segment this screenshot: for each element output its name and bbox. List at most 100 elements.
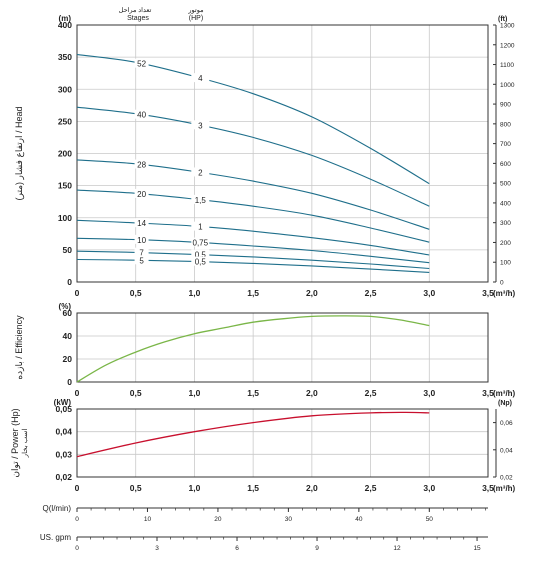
x-tick-label: 3,0: [423, 288, 435, 298]
y-tick-label: 100: [58, 213, 72, 223]
x-axis-unit: (m³/h): [493, 289, 516, 298]
secondary-axis-tick-label: 0: [500, 280, 504, 287]
flow-tick-label: 6: [235, 545, 239, 552]
x-tick-label: 3,5: [482, 483, 494, 493]
power-curve: [76, 411, 430, 458]
flow-tick-label: 50: [426, 516, 434, 523]
secondary-axis-tick-label: 1300: [500, 23, 515, 30]
label-background: [134, 255, 149, 265]
x-tick-label: 1,0: [189, 388, 201, 398]
efficiency-chart-panel: 0 0,5 1,0 1,5 2,0 2,5 3,0 3,5 (m³/h) 0 20 40 60(%) با…: [14, 302, 516, 398]
stage-count-label: 7: [139, 249, 144, 258]
label-background: [134, 188, 149, 198]
flow-scale-label: US. gpm: [40, 533, 71, 542]
flow-tick-label: 15: [473, 545, 481, 552]
x-tick-label: 2,0: [306, 483, 318, 493]
x-tick-label: 3,5: [482, 388, 494, 398]
x-tick-label: 3,0: [423, 388, 435, 398]
y-tick-label: 20: [63, 354, 73, 364]
x-tick-label: 2,0: [306, 288, 318, 298]
secondary-axis-unit: (ft): [498, 16, 507, 23]
stages-header-fa: تعداد مراحل: [119, 6, 152, 14]
stage-count-label: 5: [139, 256, 144, 265]
label-background: [191, 167, 210, 177]
x-tick-label: 2,5: [365, 388, 377, 398]
plot-frame: [76, 24, 489, 283]
x-axis-unit: (m³/h): [493, 484, 516, 493]
flow-tick-label: 10: [144, 516, 152, 523]
y-tick-label: 150: [58, 181, 72, 191]
secondary-axis-unit: (Np): [498, 400, 512, 407]
x-tick-label: 0,5: [130, 388, 142, 398]
motor-hp-label: 0,5: [195, 251, 207, 260]
label-background: [191, 73, 210, 83]
stage-count-label: 40: [137, 111, 146, 120]
x-tick-label: 1,0: [189, 288, 201, 298]
y-tick-label: 40: [63, 331, 73, 341]
secondary-axis-tick-label: 0,02: [500, 475, 513, 482]
y-axis-label: (متر) ارتفاع فشار / Head: [14, 107, 25, 201]
power-chart-panel: 0 0,5 1,0 1,5 2,0 2,5 3,0 3,5 (m³/h) 0,02 0,03 0,04…: [10, 398, 516, 493]
hp-header: (HP): [189, 15, 203, 22]
y-tick-label: 0: [67, 377, 72, 387]
y-axis-sublabel: اسب بخار: [21, 429, 29, 459]
motor-hp-label: 0,75: [193, 239, 209, 248]
label-background: [191, 256, 210, 266]
y-axis-unit: (kW): [54, 398, 72, 407]
motor-hp-label: 3: [198, 121, 203, 130]
efficiency-curve: [76, 315, 430, 383]
x-tick-label: 0,5: [130, 288, 142, 298]
secondary-axis-tick-label: 0,04: [500, 447, 513, 454]
secondary-axis-tick-label: 100: [500, 260, 511, 267]
secondary-axis-tick-label: 400: [500, 200, 511, 207]
x-tick-label: 1,5: [247, 483, 259, 493]
secondary-axis-tick-label: 1100: [500, 62, 514, 69]
x-tick-label: 1,0: [189, 483, 201, 493]
y-tick-label: 0,03: [55, 449, 72, 459]
stage-count-label: 20: [137, 190, 146, 199]
flow-tick-label: 3: [155, 545, 159, 552]
x-tick-label: 2,5: [365, 288, 377, 298]
stage-count-label: 10: [137, 236, 146, 245]
motor-hp-label: 4: [198, 74, 203, 83]
motor-hp-label: 1: [198, 223, 203, 232]
x-tick-label: 0,5: [130, 483, 142, 493]
x-axis-unit: (m³/h): [493, 389, 516, 398]
y-tick-label: 250: [58, 116, 72, 126]
y-axis-label: توان / Power (Hp): [10, 408, 21, 477]
label-background: [191, 237, 210, 247]
motor-hp-label: 0,5: [195, 258, 207, 267]
y-tick-label: 400: [58, 20, 72, 30]
stage-count-label: 28: [137, 161, 146, 170]
y-tick-label: 0,04: [55, 427, 72, 437]
x-tick-label: 2,0: [306, 388, 318, 398]
hp-header-fa: موتور: [187, 7, 204, 14]
x-tick-label: 0: [75, 483, 80, 493]
y-tick-label: 200: [58, 149, 72, 159]
y-tick-label: 300: [58, 84, 72, 94]
label-background: [134, 218, 149, 228]
x-tick-label: 0: [75, 288, 80, 298]
label-background: [134, 247, 149, 257]
stages-header: Stages: [127, 15, 149, 22]
stage-count-label: 14: [137, 219, 146, 228]
label-background: [191, 120, 210, 130]
label-background: [134, 234, 149, 244]
x-tick-label: 3,5: [482, 288, 494, 298]
y-tick-label: 0,02: [55, 472, 72, 482]
flow-tick-label: 20: [214, 516, 222, 523]
x-tick-label: 2,5: [365, 483, 377, 493]
flow-tick-label: 0: [75, 516, 79, 523]
secondary-axis-tick-label: 0,06: [500, 420, 513, 427]
x-tick-label: 1,5: [247, 388, 259, 398]
y-tick-label: 350: [58, 52, 72, 62]
secondary-axis-tick-label: 900: [500, 102, 511, 109]
y-axis-unit: (%): [59, 302, 72, 311]
secondary-axis-tick-label: 200: [500, 240, 511, 247]
secondary-axis-tick-label: 1200: [500, 42, 515, 49]
secondary-axis-tick-label: 800: [500, 121, 511, 128]
head-chart-panel: 0 0,5 1,0 1,5 2,0 2,5 3,0 3,5 (m³/h)050100150200…: [14, 6, 516, 298]
secondary-axis-tick-label: 300: [500, 220, 511, 227]
